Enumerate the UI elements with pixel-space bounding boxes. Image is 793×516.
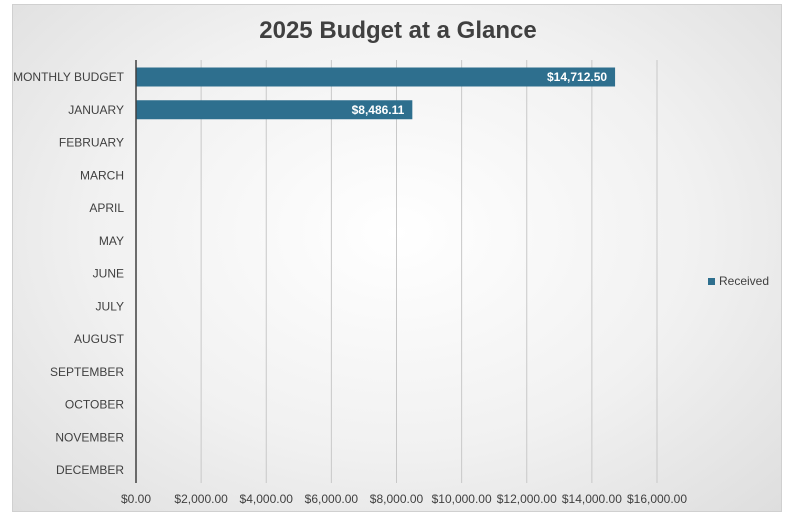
x-tick-label: $8,000.00 (370, 492, 424, 506)
bar-chart: 2025 Budget at a Glance $14,712.50 $8,486… (13, 17, 769, 506)
bar-monthly-budget (136, 67, 616, 87)
category-label: FEBRUARY (59, 136, 124, 150)
category-label: AUGUST (74, 332, 125, 346)
category-label: DECEMBER (56, 463, 124, 477)
x-tick-label: $6,000.00 (305, 492, 359, 506)
legend: Received (708, 274, 769, 288)
category-label: MARCH (80, 168, 124, 182)
x-tick-label: $10,000.00 (432, 492, 492, 506)
category-label: JULY (96, 299, 124, 313)
x-tick-label: $4,000.00 (240, 492, 294, 506)
category-label: NOVEMBER (55, 430, 124, 444)
axes: $0.00 $2,000.00 $4,000.00 $6,000.00 $8,000.0… (13, 60, 687, 506)
x-tick-label: $16,000.00 (627, 492, 687, 506)
x-tick-label: $12,000.00 (497, 492, 557, 506)
category-label: SEPTEMBER (50, 365, 124, 379)
category-label: APRIL (89, 201, 124, 215)
chart-area: 2025 Budget at a Glance $14,712.50 $8,486… (12, 4, 782, 512)
category-label: OCTOBER (65, 398, 124, 412)
category-label: JANUARY (68, 103, 124, 117)
x-tick-label: $0.00 (121, 492, 151, 506)
gridlines (200, 60, 658, 483)
category-label: MAY (99, 234, 124, 248)
data-label: $8,486.11 (352, 103, 405, 117)
data-label: $14,712.50 (547, 70, 607, 84)
bars: $14,712.50 $8,486.11 (136, 67, 616, 120)
category-label: JUNE (93, 267, 124, 281)
category-label: MONTHLY BUDGET (13, 70, 125, 84)
chart-title: 2025 Budget at a Glance (259, 17, 536, 44)
bar-january (136, 100, 413, 120)
x-tick-label: $14,000.00 (562, 492, 622, 506)
x-tick-label: $2,000.00 (174, 492, 228, 506)
legend-swatch (708, 278, 715, 285)
legend-label: Received (719, 274, 769, 288)
